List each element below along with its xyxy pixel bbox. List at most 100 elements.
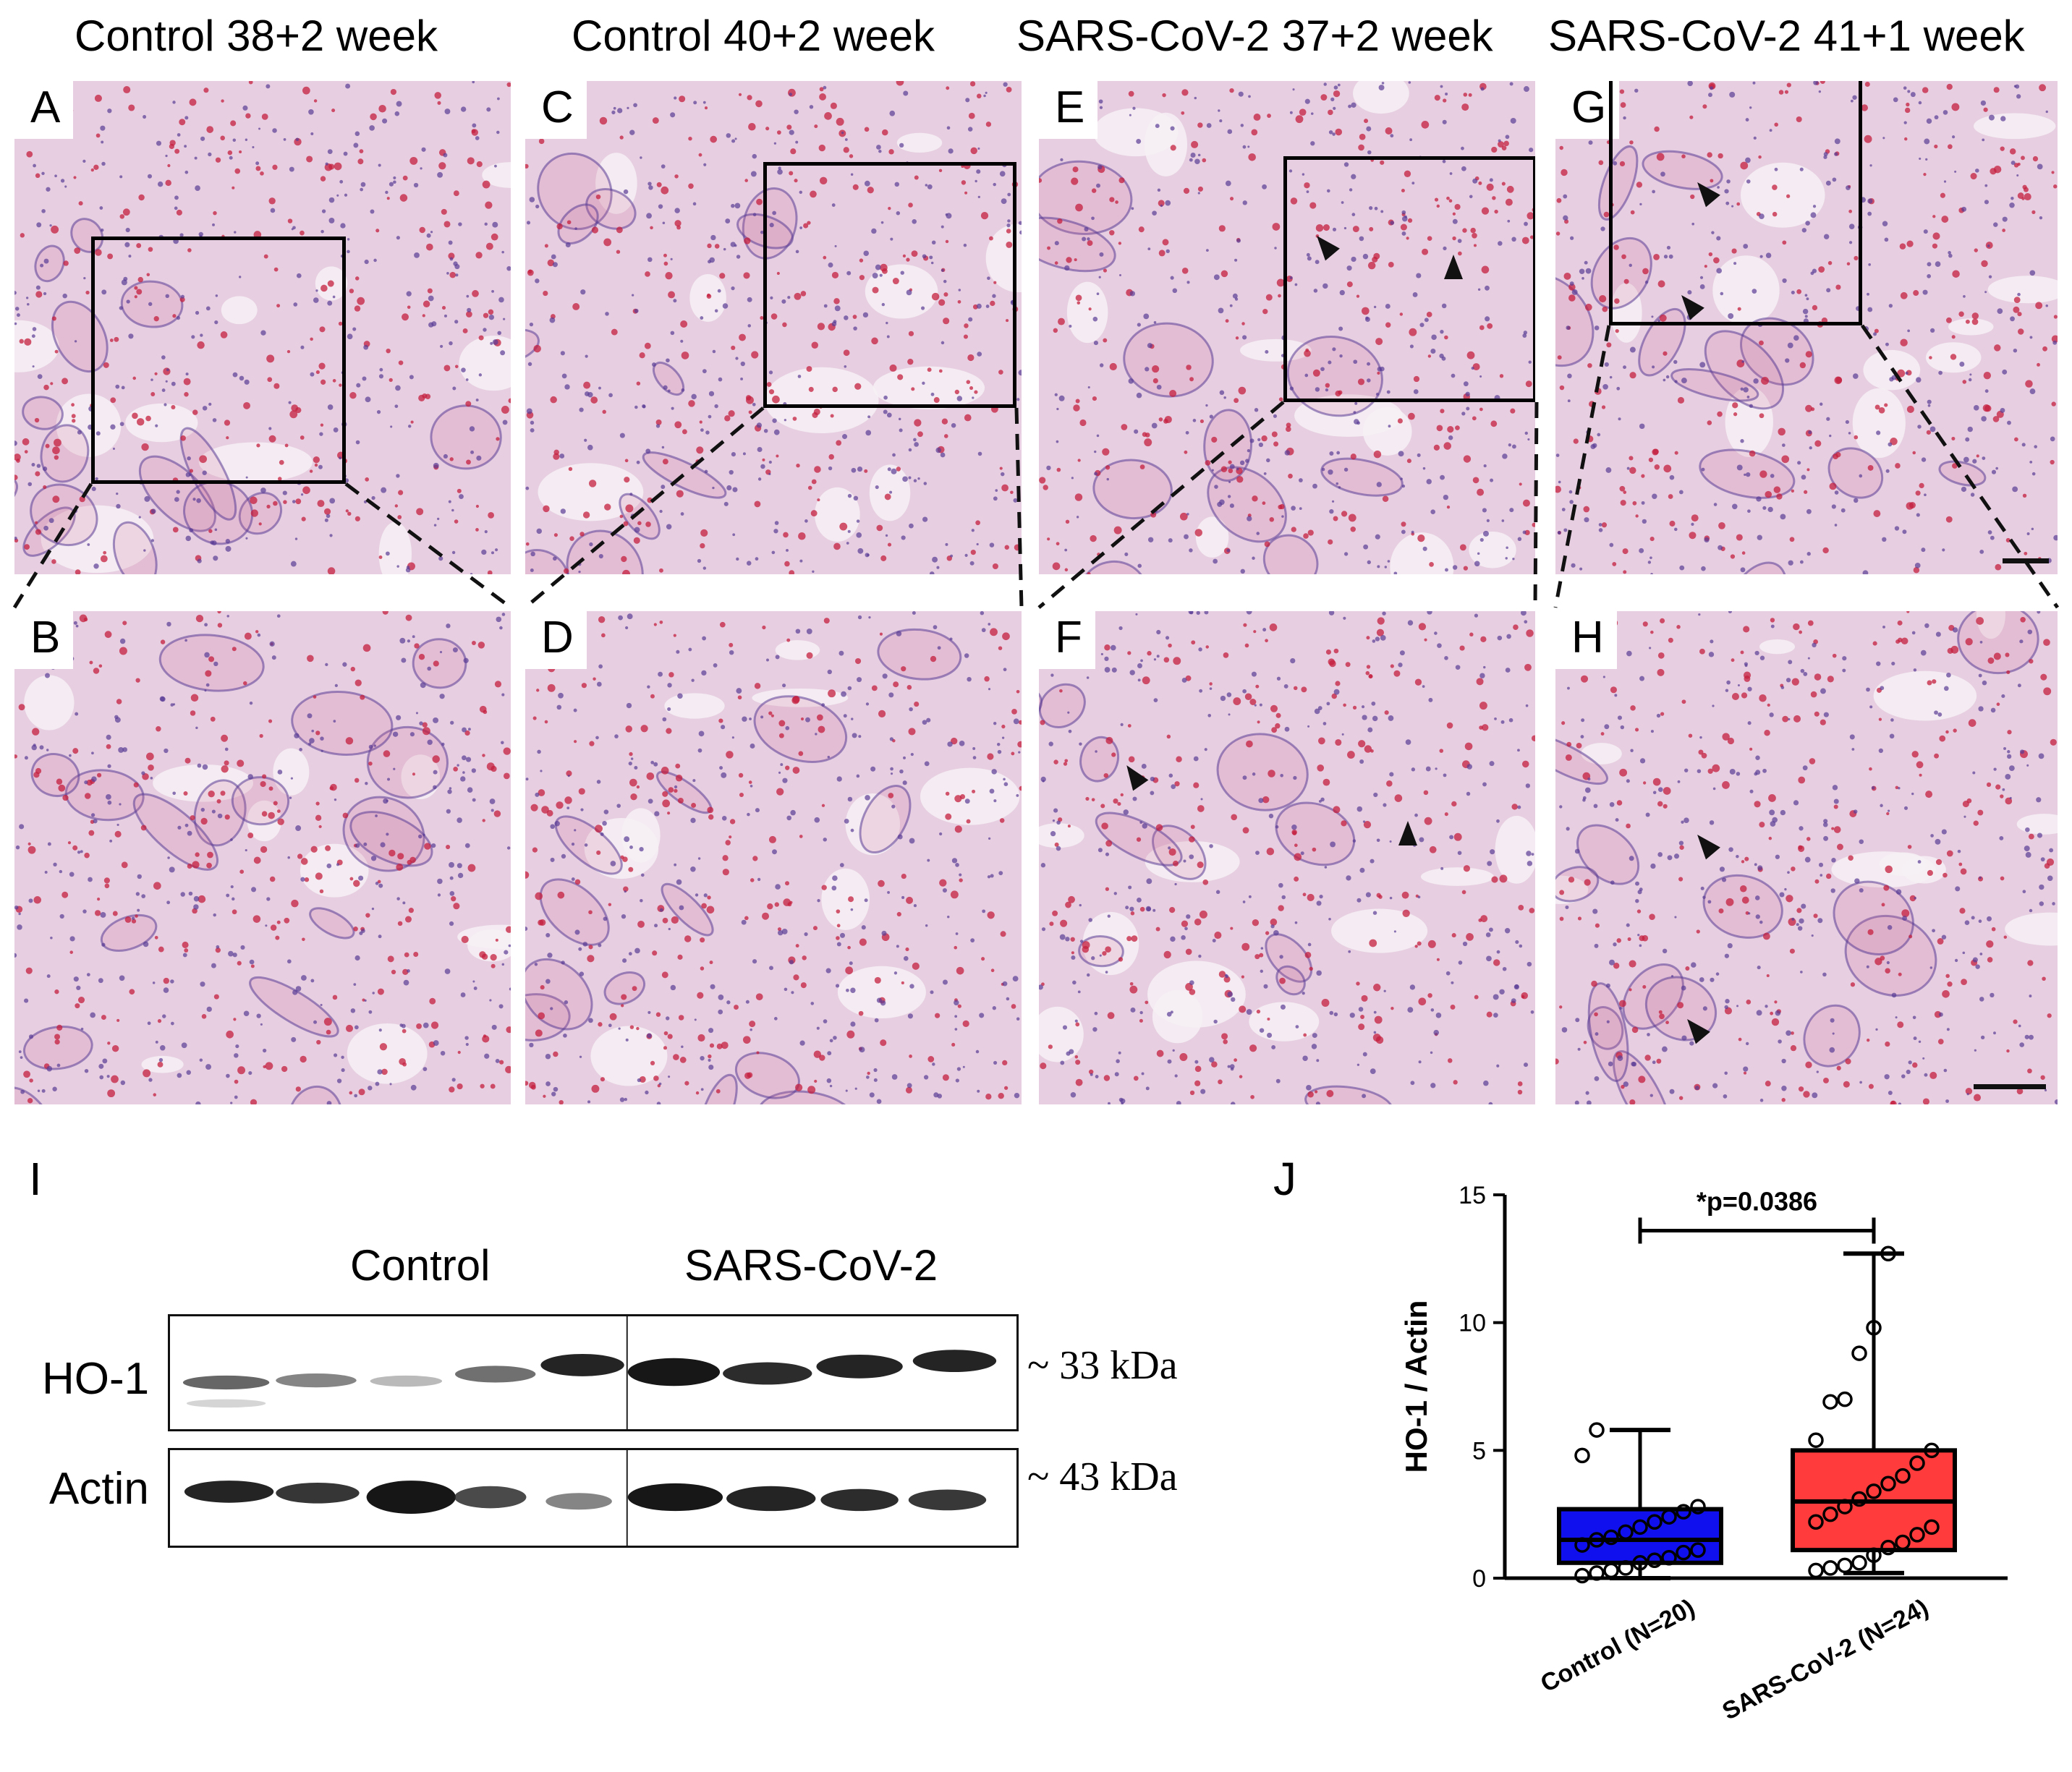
data-point (1603, 1529, 1619, 1546)
scale-bar (1974, 1084, 2046, 1089)
data-point (1589, 1422, 1605, 1438)
data-point (1837, 1391, 1853, 1407)
panel-label-e: E (1039, 81, 1098, 139)
data-point (1676, 1504, 1691, 1520)
data-point (1603, 1562, 1619, 1579)
histology-texture (1555, 611, 2058, 1104)
inset-box-e (1283, 156, 1535, 402)
blot-strip-actin (168, 1448, 1019, 1548)
blot-group-control: Control (350, 1241, 491, 1290)
panel-label-d: D (525, 611, 587, 669)
panel-e-micrograph: E (1039, 81, 1535, 574)
data-point (1837, 1499, 1853, 1515)
arrowhead-marker (1444, 255, 1463, 279)
blot-band (627, 1483, 723, 1512)
column-title-control-40: Control 40+2 week (572, 12, 935, 60)
panel-h-micrograph: H (1555, 611, 2058, 1104)
box-0 (1557, 1507, 1723, 1565)
data-point (1924, 1442, 1940, 1459)
data-point (1822, 1506, 1838, 1522)
data-point (1574, 1537, 1590, 1553)
panel-label-g: G (1555, 81, 1620, 139)
blot-band (726, 1486, 816, 1512)
panel-label-j: J (1273, 1153, 1296, 1205)
panel-a-micrograph: A (14, 81, 511, 574)
panel-label-i: I (29, 1153, 42, 1205)
blot-size-actin: ~ 43 kDa (1027, 1454, 1178, 1499)
blot-bands (182, 1316, 997, 1429)
blot-band (370, 1375, 443, 1387)
data-point (1895, 1534, 1911, 1551)
data-point (1866, 1547, 1882, 1563)
data-point (1632, 1555, 1648, 1571)
y-tick-label: 0 (1472, 1565, 1486, 1593)
data-point (1895, 1468, 1911, 1484)
data-point (1690, 1542, 1706, 1558)
blot-row-label-ho1: HO-1 (42, 1354, 150, 1404)
data-point (1808, 1432, 1824, 1448)
panel-label-c: C (525, 81, 587, 139)
blot-band (184, 1481, 274, 1503)
blot-band (276, 1373, 357, 1388)
data-point (1880, 1475, 1896, 1492)
data-point (1647, 1552, 1663, 1569)
blot-band (820, 1488, 899, 1512)
y-tick-label: 5 (1472, 1437, 1486, 1465)
scale-bar (2003, 558, 2049, 563)
data-point (1880, 1539, 1896, 1556)
blot-strip-ho1 (168, 1314, 1019, 1431)
boxplot-svg: 0 5 10 15 HO-1 / Actin Control (N=20) SARS-CoV… (1399, 1182, 2008, 1726)
panel-c-micrograph: C (525, 81, 1022, 574)
histology-texture (14, 81, 511, 574)
blot-band (276, 1482, 360, 1504)
data-point (1851, 1555, 1867, 1571)
histology-texture (14, 611, 511, 1104)
blot-bands (184, 1450, 987, 1546)
blot-band (912, 1350, 997, 1373)
data-point (1574, 1447, 1590, 1464)
blot-band (182, 1375, 270, 1390)
data-point (1676, 1544, 1691, 1561)
panel-d-micrograph: D (525, 611, 1022, 1104)
arrowhead-marker (1398, 821, 1417, 845)
blot-band (186, 1399, 266, 1408)
blot-band (627, 1358, 721, 1386)
panel-f-micrograph: F (1039, 611, 1535, 1104)
blot-band (723, 1362, 812, 1385)
histology-texture (1039, 611, 1535, 1104)
data-point (1690, 1499, 1706, 1515)
data-point (1866, 1483, 1882, 1499)
inset-box-c (763, 162, 1016, 408)
data-point (1851, 1345, 1867, 1361)
blot-group-sars: SARS-CoV-2 (684, 1241, 938, 1290)
data-point (1661, 1549, 1677, 1566)
boxplot-chart: 0 5 10 15 HO-1 / Actin Control (N=20) SARS-CoV… (1375, 1157, 2055, 1765)
data-point (1589, 1565, 1605, 1581)
data-point (1618, 1560, 1634, 1576)
blot-band (454, 1366, 536, 1383)
panel-label-f: F (1039, 611, 1095, 669)
column-title-sars-41: SARS-CoV-2 41+1 week (1548, 12, 2025, 60)
data-point (1837, 1557, 1853, 1574)
data-point (1866, 1319, 1882, 1336)
blot-band (816, 1354, 903, 1379)
data-point (1574, 1567, 1590, 1584)
inset-box-a (91, 237, 346, 484)
x-category-label: SARS-CoV-2 (N=24) (1718, 1594, 1932, 1726)
zoom-line (1533, 401, 1539, 608)
data-point (1851, 1491, 1867, 1507)
data-point (1808, 1514, 1824, 1530)
data-point (1647, 1514, 1663, 1530)
inset-box-g (1609, 81, 1862, 325)
blot-band (540, 1354, 624, 1376)
data-point (1632, 1519, 1648, 1535)
panel-b-micrograph: B (14, 611, 511, 1104)
panel-label-b: B (14, 611, 74, 669)
panel-label-a: A (14, 81, 74, 139)
panel-g-micrograph: G (1555, 81, 2058, 574)
y-tick-label: 10 (1459, 1310, 1486, 1337)
blot-band (366, 1481, 456, 1514)
y-axis-label: HO-1 / Actin (1399, 1300, 1433, 1473)
data-point (1618, 1524, 1634, 1541)
blot-band (908, 1489, 987, 1511)
